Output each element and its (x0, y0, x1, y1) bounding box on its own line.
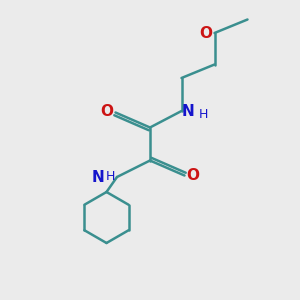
Text: N: N (182, 103, 194, 118)
Text: O: O (200, 26, 213, 40)
Text: O: O (100, 103, 114, 118)
Text: H: H (106, 170, 115, 184)
Text: N: N (92, 169, 105, 184)
Text: H: H (198, 107, 208, 121)
Text: O: O (186, 168, 200, 183)
